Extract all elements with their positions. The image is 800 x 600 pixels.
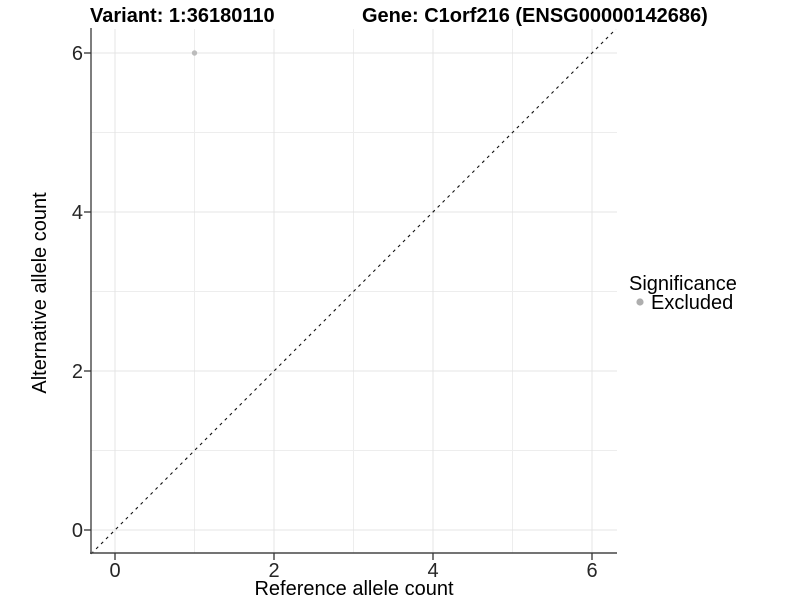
x-tick-labels: 0 2 4 6 [109, 560, 597, 582]
y-tick-label: 0 [72, 520, 83, 542]
x-tick-label: 0 [109, 560, 120, 582]
y-axis-title: Alternative allele count [29, 192, 51, 394]
x-tick-label: 6 [586, 560, 597, 582]
legend-title: Significance [629, 273, 737, 295]
grid-major-layer [91, 29, 617, 553]
legend-label-excluded: Excluded [651, 292, 733, 314]
data-point [191, 50, 198, 56]
y-tick-labels: 0 2 4 6 [72, 43, 83, 542]
axis-ticks-layer [84, 52, 593, 560]
reference-line-layer [90, 28, 617, 555]
identity-dashed-line [90, 28, 617, 555]
gene-title: Gene: C1orf216 (ENSG00000142686) [362, 5, 708, 27]
variant-title: Variant: 1:36180110 [90, 5, 275, 27]
y-tick-label: 4 [72, 202, 83, 224]
legend: Significance Excluded [629, 273, 737, 314]
x-tick-label: 4 [427, 560, 438, 582]
y-tick-label: 2 [72, 361, 83, 383]
x-axis-title: Reference allele count [254, 578, 453, 600]
points-layer [191, 50, 198, 56]
x-tick-label: 2 [268, 560, 279, 582]
y-tick-label: 6 [72, 43, 83, 65]
axis-lines-layer [90, 28, 617, 554]
legend-marker-excluded-icon [636, 298, 644, 306]
